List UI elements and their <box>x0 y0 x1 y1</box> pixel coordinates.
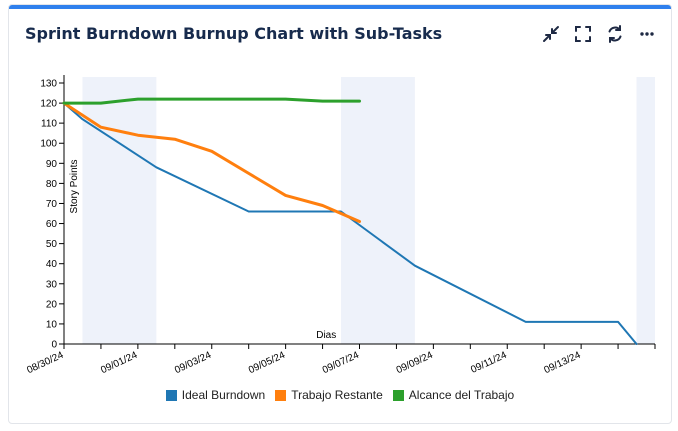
legend-swatch <box>392 389 404 401</box>
legend-label: Alcance del Trabajo <box>408 388 515 402</box>
fullscreen-icon <box>575 26 591 42</box>
x-tick-label: 09/01/24 <box>99 350 139 377</box>
trabajo-restante-line <box>62 101 361 223</box>
more-horizontal-icon <box>640 32 654 36</box>
y-tick-label: 10 <box>46 319 58 330</box>
x-tick-label: 08/30/24 <box>25 350 65 377</box>
chart-card: Sprint Burndown Burnup Chart with Sub-Ta… <box>8 4 672 424</box>
refresh-button[interactable] <box>603 22 627 46</box>
x-tick-label: 09/13/24 <box>542 350 582 377</box>
y-tick-label: 130 <box>40 79 57 90</box>
burndown-chart: 0 10 20 30 40 50 60 70 80 90 100 110 120 130 08/30/24… <box>25 75 656 377</box>
weekend-bands <box>82 77 655 344</box>
x-tick-label: 09/07/24 <box>321 350 361 377</box>
weekend-band <box>82 77 157 344</box>
minimize-arrows-icon <box>543 26 559 42</box>
more-options-button[interactable] <box>635 22 659 46</box>
y-tick-label: 70 <box>46 199 58 210</box>
x-tick-label: 09/03/24 <box>173 350 213 377</box>
fullscreen-button[interactable] <box>571 22 595 46</box>
alcance-del-trabajo-line <box>62 97 361 105</box>
x-axis-ticks: 08/30/24 09/01/24 09/03/24 09/05/24 09/07/24… <box>25 344 656 377</box>
legend-label: Ideal Burndown <box>181 388 266 402</box>
chart-toolbar <box>539 22 659 46</box>
y-tick-label: 60 <box>46 219 58 230</box>
x-tick-label: 09/05/24 <box>247 350 287 377</box>
y-tick-label: 80 <box>46 179 58 190</box>
y-tick-label: 40 <box>46 259 58 270</box>
chart-legend: Ideal Burndown Trabajo Restante Alcance de… <box>9 388 671 402</box>
y-tick-label: 110 <box>41 119 57 130</box>
weekend-band <box>341 77 415 344</box>
legend-item[interactable]: Alcance del Trabajo <box>392 388 515 402</box>
chart-title: Sprint Burndown Burnup Chart with Sub-Ta… <box>25 24 443 43</box>
x-tick-label: 09/09/24 <box>395 350 435 377</box>
minimize-button[interactable] <box>539 22 563 46</box>
refresh-icon <box>608 25 622 43</box>
y-tick-label: 120 <box>40 99 57 110</box>
legend-swatch <box>275 389 287 401</box>
y-tick-label: 30 <box>46 279 58 290</box>
legend-item[interactable]: Ideal Burndown <box>165 388 266 402</box>
y-tick-label: 90 <box>46 159 58 170</box>
ideal-burndown-line <box>63 102 638 345</box>
card-accent-bar <box>9 5 671 9</box>
legend-label: Trabajo Restante <box>291 388 383 402</box>
y-tick-label: 50 <box>46 239 58 250</box>
y-tick-label: 100 <box>40 139 57 150</box>
legend-item[interactable]: Trabajo Restante <box>275 388 383 402</box>
legend-swatch <box>165 389 177 401</box>
y-tick-label: 20 <box>46 299 58 310</box>
chart-series <box>62 97 638 345</box>
y-tick-label: 0 <box>51 340 57 351</box>
x-axis-label: Dias <box>316 330 336 341</box>
x-tick-label: 09/11/24 <box>469 350 509 376</box>
y-axis-ticks: 0 10 20 30 40 50 60 70 80 90 100 110 120 130 <box>40 79 64 351</box>
y-axis-label: Story Points <box>69 160 80 214</box>
weekend-band <box>636 77 655 344</box>
